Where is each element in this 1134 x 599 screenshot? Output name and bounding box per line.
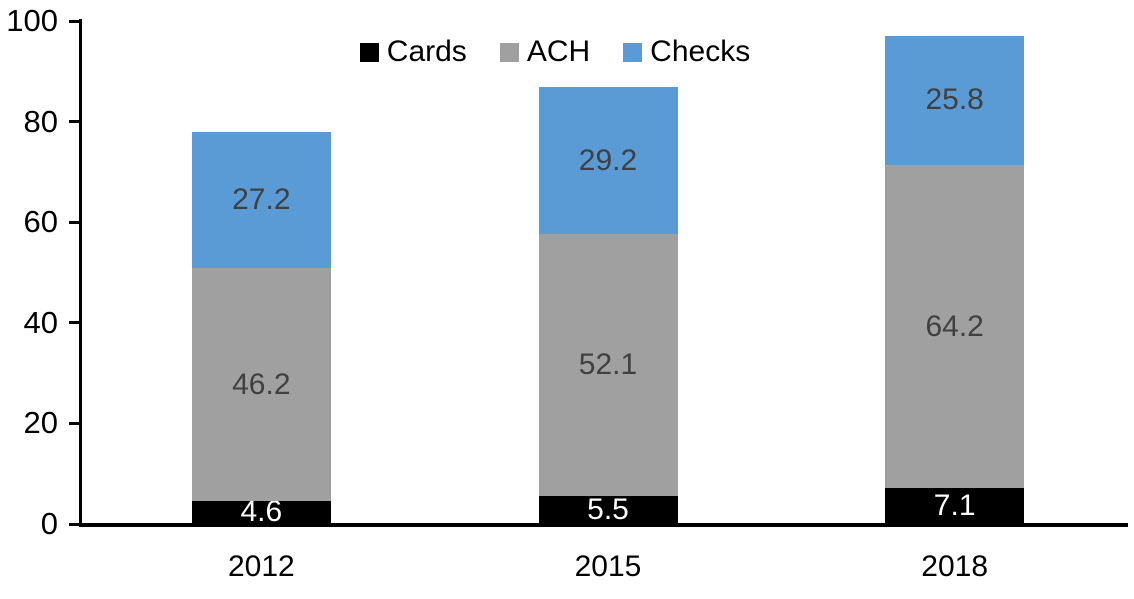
- y-axis-tick-mark: [69, 522, 79, 526]
- legend-label: Checks: [650, 35, 751, 68]
- y-axis-line: [79, 19, 82, 527]
- chart-legend: Cards ACH Checks: [0, 33, 1110, 71]
- legend-item-cards: Cards: [359, 35, 467, 69]
- legend-label: Cards: [386, 35, 467, 68]
- bar-segment-2012-checks: [191, 131, 331, 269]
- bar-value-label-2018-cards: 7.1: [933, 489, 976, 523]
- y-axis-tick-label: 100: [6, 3, 58, 38]
- x-axis-category-label-2018: 2018: [921, 550, 989, 583]
- bar-segment-2015-checks: [538, 87, 678, 235]
- bar-value-label-2018-ach: 64.2: [925, 309, 984, 343]
- bar-segment-2018-ach: [885, 165, 1025, 489]
- x-axis-category-label-2012: 2012: [227, 550, 295, 583]
- y-axis-tick-mark: [69, 421, 79, 425]
- y-axis-tick-label: 40: [23, 304, 58, 340]
- y-axis-tick-label: 80: [23, 103, 58, 139]
- bar-segment-2018-checks: [885, 35, 1025, 166]
- bar-segment-2015-cards: [538, 496, 678, 524]
- bar-value-label-2012-checks: 27.2: [232, 183, 291, 217]
- legend-item-checks: Checks: [623, 35, 750, 69]
- bar-segment-2012-ach: [191, 268, 331, 501]
- legend-swatch-cards: [359, 42, 379, 62]
- bar-value-label-2018-checks: 25.8: [925, 83, 984, 117]
- x-axis-line: [79, 523, 1128, 527]
- y-axis-tick-label: 0: [40, 506, 58, 541]
- bar-segment-2012-cards: [191, 500, 331, 524]
- bar-value-label-2015-checks: 29.2: [578, 143, 638, 177]
- bar-segment-2018-cards: [885, 488, 1025, 524]
- x-axis-category-label-2015: 2015: [574, 550, 642, 583]
- bar-value-label-2015-cards: 5.5: [587, 493, 629, 527]
- legend-item-ach: ACH: [499, 35, 591, 69]
- legend-label: ACH: [526, 35, 591, 68]
- y-axis-tick-mark: [69, 19, 79, 23]
- legend-swatch-ach: [499, 42, 519, 62]
- y-axis-tick-label: 20: [23, 405, 58, 441]
- bar-segment-2015-ach: [538, 234, 678, 497]
- legend-swatch-checks: [623, 42, 643, 62]
- y-axis-tick-mark: [69, 220, 79, 224]
- y-axis-tick-mark: [69, 321, 79, 325]
- bar-value-label-2015-ach: 52.1: [578, 348, 638, 382]
- bar-value-label-2012-cards: 4.6: [240, 495, 283, 529]
- bar-value-label-2012-ach: 46.2: [232, 367, 291, 401]
- y-axis-tick-label: 60: [23, 204, 58, 240]
- y-axis-tick-mark: [69, 120, 79, 124]
